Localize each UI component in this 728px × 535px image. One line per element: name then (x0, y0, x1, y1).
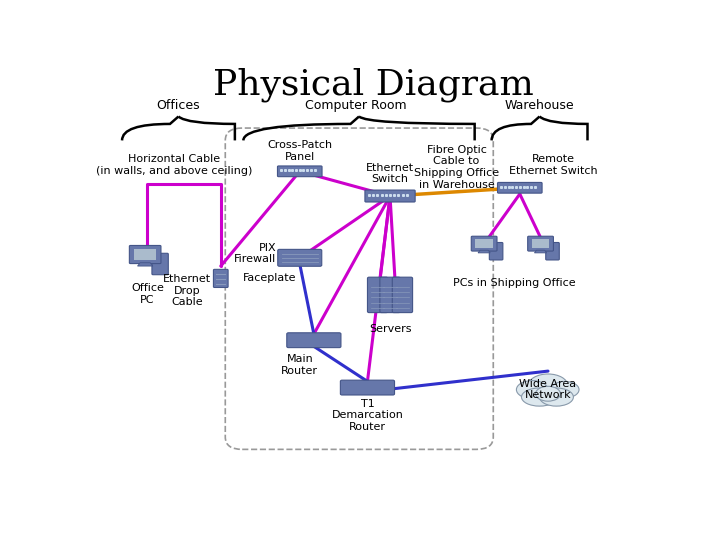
FancyBboxPatch shape (341, 380, 395, 395)
FancyBboxPatch shape (130, 246, 161, 264)
Text: Servers: Servers (369, 324, 411, 334)
Ellipse shape (516, 380, 548, 399)
Text: T1
Demarcation
Router: T1 Demarcation Router (331, 399, 403, 432)
Text: Office
PC: Office PC (131, 283, 164, 305)
Text: Physical Diagram: Physical Diagram (213, 67, 534, 102)
FancyBboxPatch shape (365, 190, 415, 202)
Bar (531, 239, 550, 248)
Polygon shape (478, 250, 490, 253)
Text: PIX
Firewall: PIX Firewall (234, 243, 276, 264)
Polygon shape (138, 263, 153, 266)
FancyBboxPatch shape (546, 242, 559, 260)
FancyBboxPatch shape (277, 166, 322, 177)
Text: PCs in Shipping Office: PCs in Shipping Office (453, 278, 575, 287)
Bar (475, 239, 493, 248)
FancyBboxPatch shape (380, 277, 400, 312)
FancyBboxPatch shape (471, 236, 497, 251)
Ellipse shape (536, 386, 561, 401)
Ellipse shape (521, 388, 558, 406)
Text: Ethernet
Switch: Ethernet Switch (366, 163, 414, 184)
Text: Main
Router: Main Router (281, 354, 318, 376)
Text: Offices: Offices (157, 98, 200, 112)
Text: Computer Room: Computer Room (305, 98, 407, 112)
FancyBboxPatch shape (528, 236, 553, 251)
FancyBboxPatch shape (278, 249, 322, 266)
Polygon shape (534, 250, 547, 253)
FancyBboxPatch shape (392, 277, 413, 312)
Ellipse shape (551, 381, 579, 398)
Text: Cross-Patch
Panel: Cross-Patch Panel (267, 140, 332, 162)
FancyBboxPatch shape (152, 253, 168, 274)
Text: Faceplate: Faceplate (243, 273, 297, 282)
Text: Warehouse: Warehouse (505, 98, 574, 112)
Text: Wide Area
Network: Wide Area Network (520, 379, 577, 400)
Ellipse shape (529, 374, 568, 397)
Bar (134, 249, 157, 261)
Text: Remote
Ethernet Switch: Remote Ethernet Switch (510, 154, 598, 176)
Text: Ethernet
Drop
Cable: Ethernet Drop Cable (163, 274, 211, 308)
FancyBboxPatch shape (497, 182, 542, 193)
FancyBboxPatch shape (213, 269, 228, 287)
FancyBboxPatch shape (489, 242, 503, 260)
Ellipse shape (539, 388, 574, 406)
Text: Horizontal Cable
(in walls, and above ceiling): Horizontal Cable (in walls, and above ce… (96, 154, 253, 176)
FancyBboxPatch shape (287, 333, 341, 348)
FancyBboxPatch shape (368, 277, 388, 312)
Text: Fibre Optic
Cable to
Shipping Office
in Warehouse: Fibre Optic Cable to Shipping Office in … (414, 145, 499, 189)
